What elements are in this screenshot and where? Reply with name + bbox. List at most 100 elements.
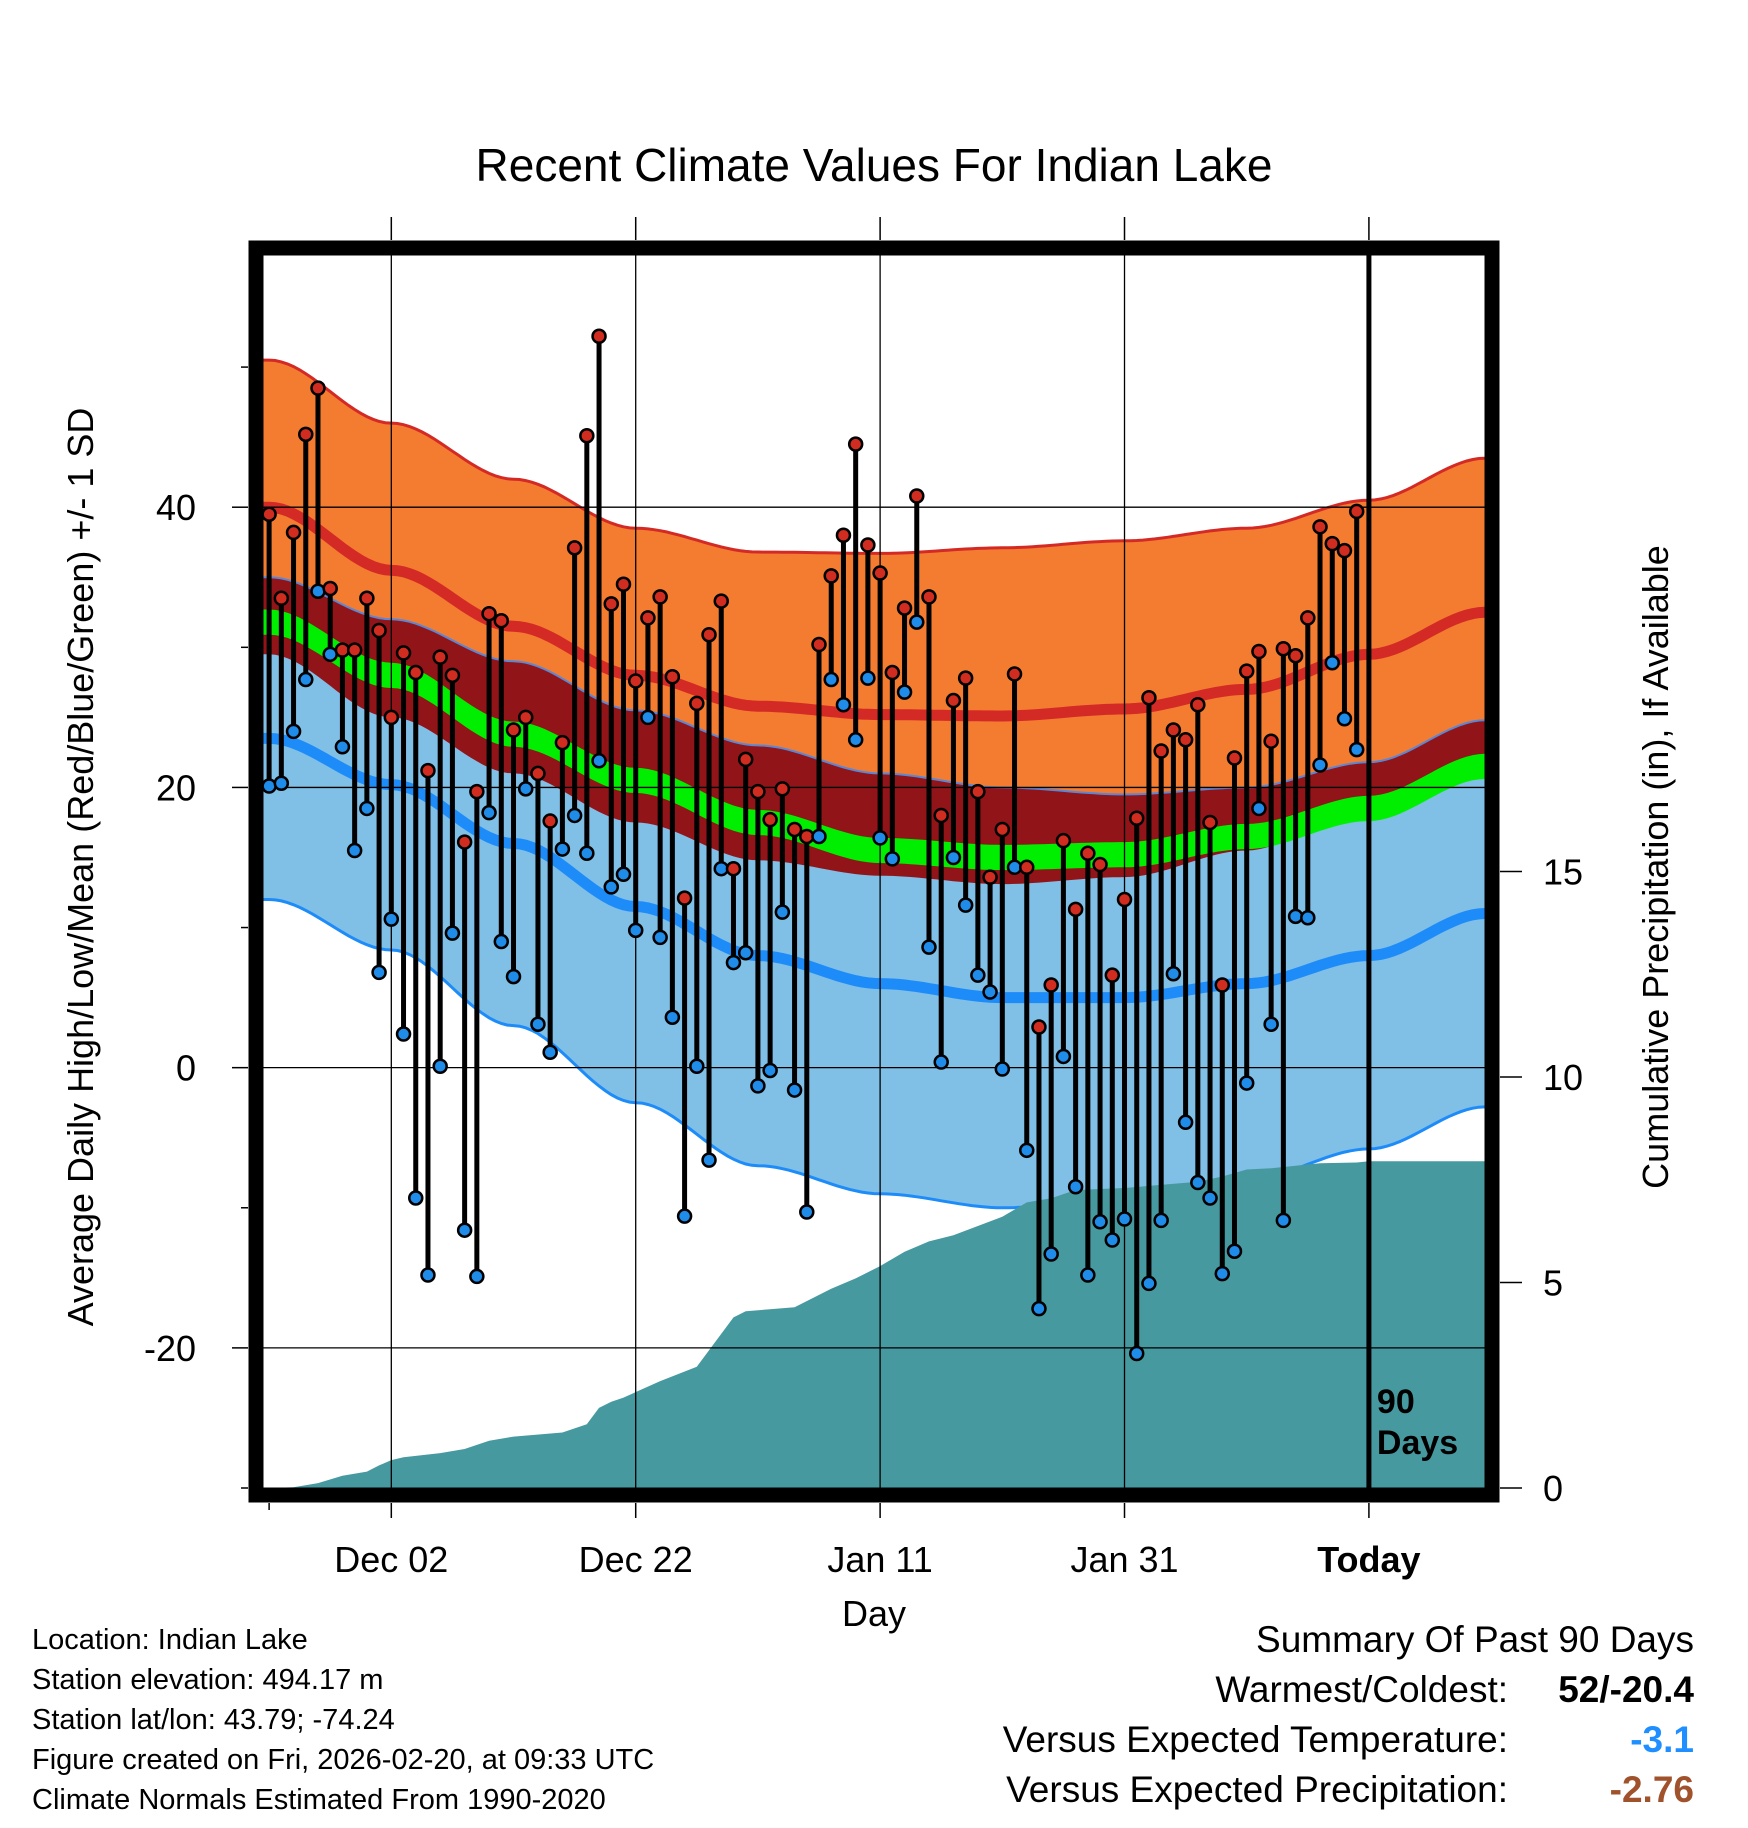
daily-high-point [1092,856,1108,873]
daily-low-point [1238,1075,1255,1091]
daily-high-point [945,692,962,709]
daily-low-point [1116,1211,1133,1227]
daily-low-point [872,830,888,846]
y-tick-label-right: 15 [1543,852,1583,893]
daily-high-point [591,328,607,345]
daily-low-point [1348,741,1365,758]
daily-high-point [884,664,901,681]
daily-low-point [359,800,375,817]
daily-low-point [1177,1114,1194,1131]
daily-high-point [273,590,290,607]
daily-high-point [1312,519,1328,535]
daily-high-point [408,664,424,681]
daily-high-point [1031,1019,1047,1035]
daily-high-point [750,783,766,800]
daily-low-point [579,845,595,862]
daily-high-point [615,576,632,593]
chart-title: Recent Climate Values For Indian Lake [476,139,1273,191]
daily-low-point [395,1026,412,1042]
daily-low-point [1104,1232,1121,1248]
x-axis-label: Day [842,1593,906,1634]
x-tick-label: Today [1317,1539,1420,1580]
daily-high-point [530,765,546,782]
x-tick-label: Jan 31 [1070,1539,1178,1580]
daily-high-point [872,565,888,581]
daily-low-point [383,911,400,927]
daily-low-point [505,968,522,985]
daily-low-point [970,967,986,983]
high-upper-edge [263,358,1485,555]
daily-high-point [860,537,876,553]
daily-low-point [811,828,827,845]
warmest-coldest-value: 52/-20.4 [1558,1669,1694,1710]
daily-low-point [799,1204,815,1220]
daily-high-point [713,593,729,609]
daily-high-point [1202,814,1218,831]
daily-high-point [994,821,1011,838]
daily-high-point [774,781,791,797]
daily-high-point [664,668,681,685]
daily-high-point [823,568,839,584]
daily-low-point [591,753,607,769]
daily-low-point [737,945,754,961]
daily-high-point [786,821,803,838]
y-tick-label-left: -20 [144,1328,196,1369]
daily-low-point [847,732,864,748]
daily-low-point [493,933,510,950]
daily-low-point [1190,1174,1206,1191]
summary-warmest-coldest: Warmest/Coldest: 52/-20.4 [1003,1665,1694,1715]
daily-high-point [1080,845,1096,862]
daily-high-point [285,524,302,541]
daily-high-point [835,527,852,543]
daily-low-point [263,778,277,794]
daily-low-point [566,807,583,824]
daily-low-point [689,1058,705,1075]
temp-anomaly-value: -3.1 [1630,1719,1694,1760]
daily-low-point [640,709,656,726]
daily-high-point [322,580,338,597]
daily-high-point [957,670,974,686]
daily-high-point [1055,832,1072,849]
daily-low-point [1165,966,1182,982]
daily-high-point [1043,977,1059,993]
daily-high-point [579,427,595,444]
daily-low-point [750,1078,766,1094]
daily-low-point [444,925,461,941]
y-tick-label-left: 20 [156,767,196,808]
daily-high-point [652,589,668,605]
daily-high-point [762,811,778,828]
daily-low-point [1080,1267,1096,1283]
daily-high-point [909,488,925,504]
daily-high-point [1177,732,1194,748]
daily-low-point [909,614,925,630]
y-axis-label-right: Cumulative Precipitation (in), If Availa… [1635,545,1676,1189]
today-marker-label-1: 90 [1377,1383,1415,1421]
daily-low-point [774,904,791,920]
daily-high-point [263,506,277,522]
daily-low-point [1263,1016,1279,1032]
daily-high-point [383,709,400,726]
daily-low-point [860,670,876,686]
daily-low-point [1202,1190,1218,1206]
daily-high-point [1324,535,1340,552]
daily-high-point [1153,743,1169,759]
daily-high-point [1128,810,1145,827]
daily-high-point [811,636,827,653]
daily-low-point [1153,1212,1169,1229]
daily-low-point [542,1044,558,1060]
daily-high-point [725,860,742,877]
daily-high-point [1336,542,1353,559]
daily-low-point [1312,757,1328,773]
daily-high-point [1116,891,1133,908]
warmest-coldest-label: Warmest/Coldest: [1215,1669,1508,1710]
daily-high-point [1165,722,1182,738]
summary-temperature: Versus Expected Temperature: -3.1 [1003,1715,1694,1765]
daily-low-point [921,939,937,955]
daily-low-point [1128,1345,1145,1362]
daily-high-point [481,605,497,622]
mean-normal-band [263,609,1485,871]
daily-low-point [664,1009,681,1025]
daily-low-point [273,775,290,791]
daily-low-point [310,583,326,600]
